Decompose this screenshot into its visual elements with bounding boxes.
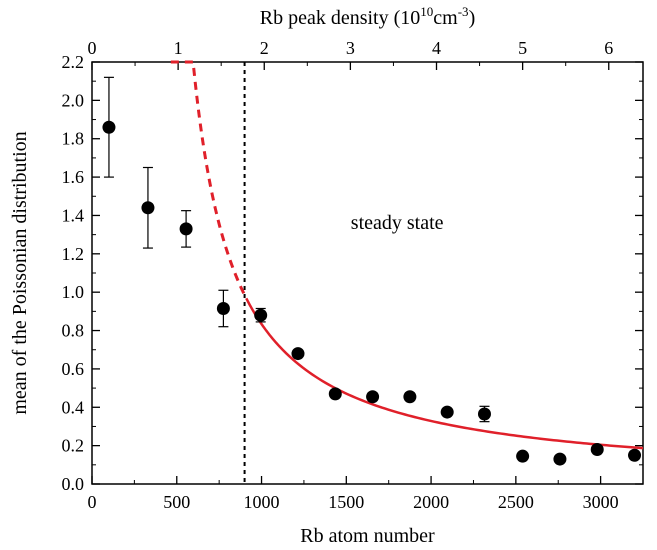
- data-point: [141, 201, 155, 215]
- top-tick-label: 0: [88, 38, 97, 58]
- y-tick-label: 2.2: [62, 52, 85, 72]
- y-tick-label: 1.4: [62, 205, 85, 225]
- y-tick-label: 0.4: [62, 397, 85, 417]
- top-axis-title-sup2: -3: [458, 4, 469, 19]
- x-tick-label: 0: [88, 492, 97, 512]
- plot-frame-group: [91, 61, 644, 485]
- top-tick-label: 6: [604, 38, 613, 58]
- x-axis-title: Rb atom number: [300, 525, 435, 547]
- y-tick-label: 0.0: [62, 474, 85, 494]
- data-point: [366, 390, 380, 404]
- x-tick-label: 2500: [498, 492, 534, 512]
- top-tick-label: 3: [346, 38, 355, 58]
- y-tick-label: 1.2: [62, 244, 85, 264]
- top-axis-title: Rb peak density (1010cm-3): [260, 4, 475, 29]
- data-point: [628, 448, 642, 462]
- x-tick-label: 1500: [328, 492, 364, 512]
- top-axis-title-text: Rb peak density (10: [260, 7, 421, 29]
- fit-curve-solid: [245, 297, 644, 450]
- y-tick-label: 1.6: [62, 167, 85, 187]
- top-axis-title-end: ): [469, 7, 476, 29]
- top-tick-label: 1: [174, 38, 183, 58]
- y-tick-label: 0.2: [62, 436, 85, 456]
- data-point: [477, 407, 491, 421]
- top-tick-label: 2: [260, 38, 269, 58]
- annotation-steady-state: steady state: [351, 212, 444, 234]
- top-tick-label: 5: [518, 38, 527, 58]
- x-tick-label: 1000: [244, 492, 280, 512]
- y-tick-label: 0.6: [62, 359, 85, 379]
- y-tick-label: 0.8: [62, 321, 85, 341]
- data-group: [102, 60, 644, 484]
- y-tick-label: 1.0: [62, 282, 85, 302]
- top-tick-label: 4: [432, 38, 441, 58]
- data-point: [328, 387, 342, 401]
- data-point: [440, 405, 454, 419]
- top-axis-title-mid: cm: [433, 7, 458, 29]
- x-tick-label: 500: [163, 492, 190, 512]
- data-point: [590, 442, 604, 456]
- y-axis-title: mean of the Poissonian distribution: [9, 131, 31, 414]
- x-tick-label: 2000: [413, 492, 449, 512]
- text-group: 0 500 1000 1500 2000 2500 3000 0.0 0.2 0.4 0.6 0.8 1…: [9, 4, 619, 547]
- data-point: [553, 452, 567, 466]
- top-axis-title-sup1: 10: [420, 4, 433, 19]
- y-tick-label: 2.0: [62, 90, 85, 110]
- plot-frame: [91, 61, 644, 485]
- data-point: [216, 301, 230, 315]
- data-point: [179, 222, 193, 236]
- data-point: [516, 449, 530, 463]
- y-tick-label: 1.8: [62, 129, 85, 149]
- data-point: [291, 347, 305, 361]
- data-point: [403, 390, 417, 404]
- data-point: [254, 308, 268, 322]
- data-point: [102, 120, 116, 134]
- x-tick-label: 3000: [583, 492, 619, 512]
- fit-curve-dashed: [170, 60, 248, 300]
